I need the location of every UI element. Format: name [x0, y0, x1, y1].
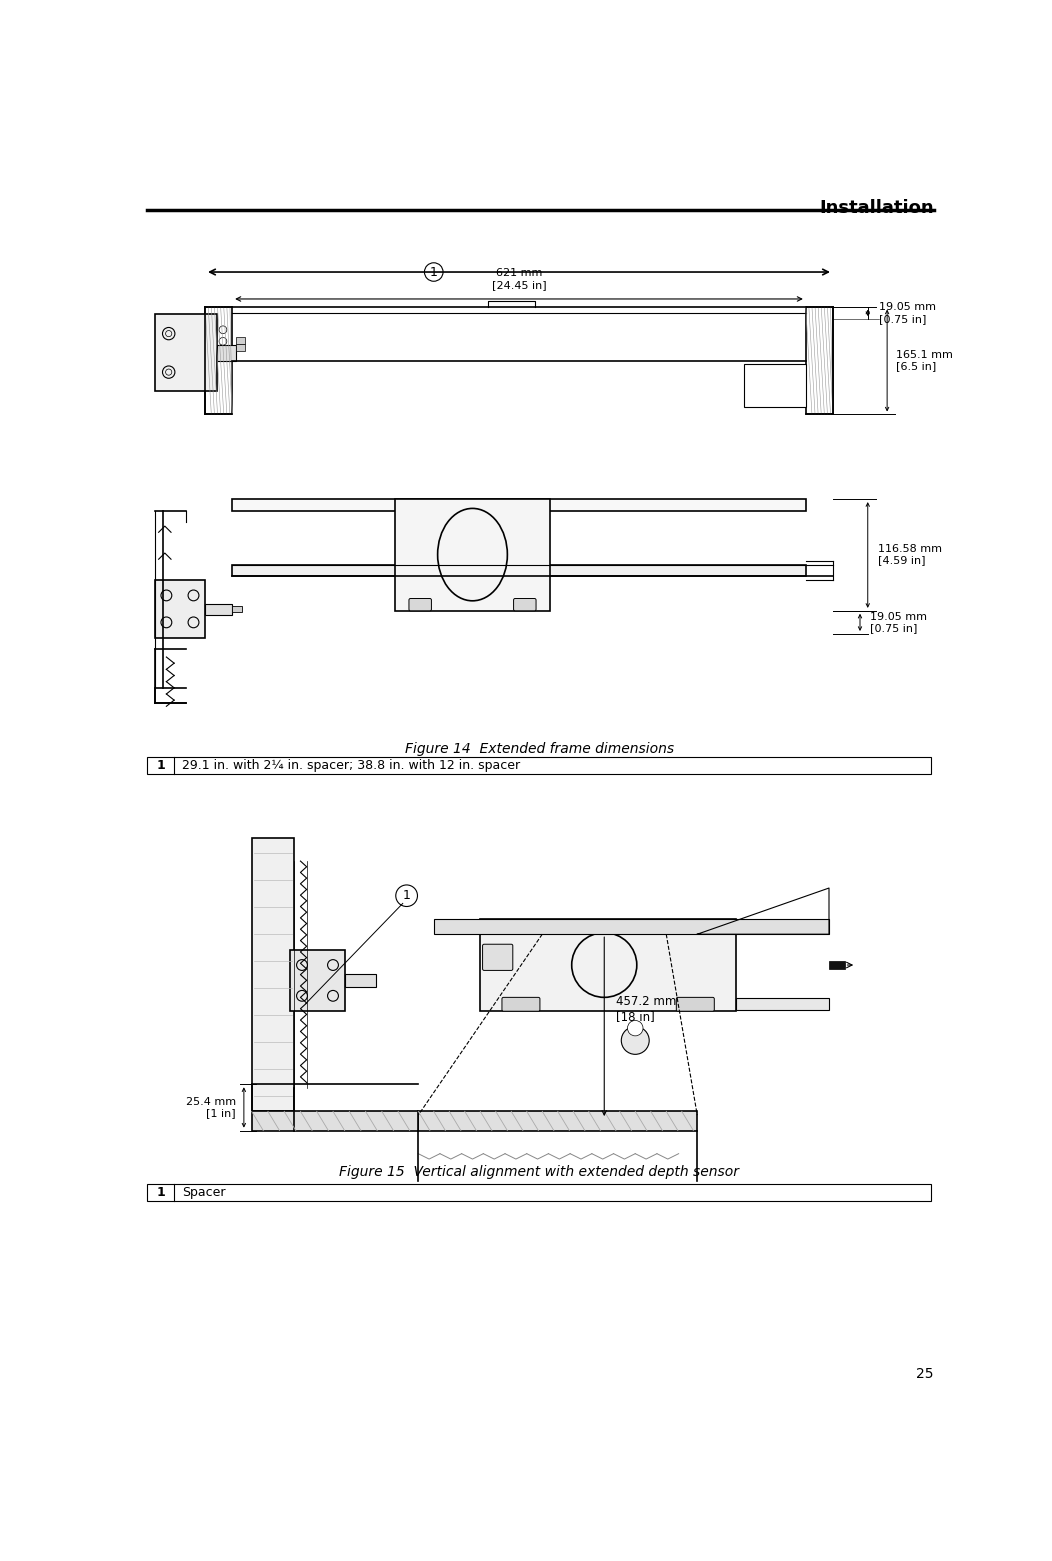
Bar — [232, 565, 806, 576]
FancyBboxPatch shape — [513, 598, 537, 610]
Bar — [481, 919, 736, 1012]
Bar — [736, 997, 829, 1010]
Circle shape — [627, 1021, 643, 1037]
Text: 29.1 in. with 2¼ in. spacer; 38.8 in. with 12 in. spacer: 29.1 in. with 2¼ in. spacer; 38.8 in. wi… — [182, 759, 520, 773]
Bar — [217, 345, 236, 361]
Bar — [232, 606, 242, 612]
Text: 116.58 mm
[4.59 in]: 116.58 mm [4.59 in] — [877, 543, 942, 565]
FancyBboxPatch shape — [409, 598, 431, 610]
Bar — [205, 306, 232, 415]
Text: 621 mm
[24.45 in]: 621 mm [24.45 in] — [491, 268, 546, 290]
Bar — [806, 306, 833, 415]
Bar — [155, 581, 205, 638]
Text: Installation: Installation — [820, 198, 933, 217]
FancyBboxPatch shape — [502, 997, 540, 1012]
Text: Spacer: Spacer — [182, 1186, 225, 1199]
Text: 19.05 mm
[0.75 in]: 19.05 mm [0.75 in] — [879, 301, 936, 323]
Bar — [147, 757, 931, 774]
Bar — [236, 343, 245, 351]
Bar — [236, 337, 245, 343]
Text: 1: 1 — [157, 1186, 165, 1199]
FancyBboxPatch shape — [483, 944, 512, 971]
Bar — [155, 314, 217, 392]
Bar — [394, 500, 550, 610]
Bar — [290, 949, 345, 1012]
Text: 19.05 mm
[0.75 in]: 19.05 mm [0.75 in] — [870, 612, 927, 634]
Text: 25: 25 — [916, 1367, 933, 1381]
Bar — [744, 364, 806, 407]
Circle shape — [622, 1027, 649, 1054]
Bar — [251, 838, 295, 1111]
Bar — [205, 604, 232, 615]
Bar — [433, 919, 829, 933]
Bar — [232, 500, 806, 510]
Text: Figure 14  Extended frame dimensions: Figure 14 Extended frame dimensions — [405, 741, 673, 756]
Circle shape — [396, 885, 418, 907]
Text: 25.4 mm
[1 in]: 25.4 mm [1 in] — [186, 1097, 236, 1118]
Text: 1: 1 — [157, 759, 165, 773]
Bar — [147, 1185, 931, 1202]
FancyBboxPatch shape — [676, 997, 714, 1012]
Text: 165.1 mm
[6.5 in]: 165.1 mm [6.5 in] — [896, 350, 953, 372]
Bar — [345, 974, 376, 987]
Text: Figure 15  Vertical alignment with extended depth sensor: Figure 15 Vertical alignment with extend… — [339, 1165, 740, 1179]
Bar — [419, 1111, 697, 1130]
Bar — [251, 1111, 419, 1130]
Text: 1: 1 — [403, 890, 410, 902]
Text: 1: 1 — [430, 265, 438, 278]
Bar — [829, 962, 845, 969]
Text: 457.2 mm
[18 in]: 457.2 mm [18 in] — [615, 994, 676, 1022]
Circle shape — [424, 262, 443, 281]
